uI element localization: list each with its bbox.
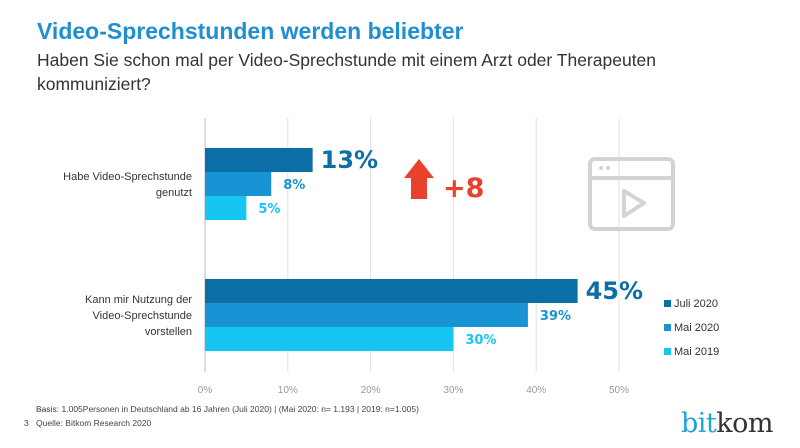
footer-basis: Basis: 1.005Personen in Deutschland ab 1… [36, 404, 419, 414]
play-icon [622, 189, 646, 218]
x-tick-label: 50% [609, 385, 629, 396]
page-number: 3 [24, 418, 29, 428]
legend-label: Mai 2020 [674, 322, 719, 334]
data-label: 13% [321, 146, 378, 174]
legend-swatch [664, 324, 671, 331]
bar-mai-2019 [205, 196, 247, 220]
data-label: 30% [465, 333, 496, 348]
legend-swatch [664, 300, 671, 307]
x-tick-label: 10% [278, 385, 298, 396]
legend-label: Mai 2019 [674, 346, 719, 358]
data-label: 8% [283, 178, 305, 193]
footer-source: Quelle: Bitkom Research 2020 [36, 418, 152, 428]
category-label: genutzt [156, 187, 192, 199]
page-title: Video-Sprechstunden werden beliebter [37, 18, 464, 44]
category-label: Habe Video-Sprechstunde [63, 171, 192, 183]
arrow-up-icon [404, 159, 434, 199]
x-tick-label: 0% [198, 385, 213, 396]
legend-label: Juli 2020 [674, 298, 718, 310]
bar-mai-2019 [205, 327, 454, 351]
bar-mai-2020 [205, 172, 272, 196]
bar-juli-2020 [205, 279, 578, 303]
x-tick-label: 20% [361, 385, 381, 396]
bar-juli-2020 [205, 148, 313, 172]
x-tick-label: 40% [526, 385, 546, 396]
x-tick-label: 30% [443, 385, 463, 396]
bar-mai-2020 [205, 303, 528, 327]
change-annotation: +8 [443, 173, 484, 204]
bitkom-logo: bitkom [681, 408, 773, 439]
subtitle: Haben Sie schon mal per Video-Sprechstun… [37, 50, 657, 94]
data-label: 5% [258, 202, 280, 217]
window-dot [606, 166, 610, 170]
category-label: Video-Sprechstunde [93, 310, 192, 322]
category-label: vorstellen [145, 326, 192, 338]
category-label: Kann mir Nutzung der [85, 294, 192, 306]
data-label: 45% [586, 277, 643, 305]
legend-swatch [664, 348, 671, 355]
video-window-icon [588, 157, 675, 231]
window-dot [599, 166, 603, 170]
data-label: 39% [540, 309, 571, 324]
